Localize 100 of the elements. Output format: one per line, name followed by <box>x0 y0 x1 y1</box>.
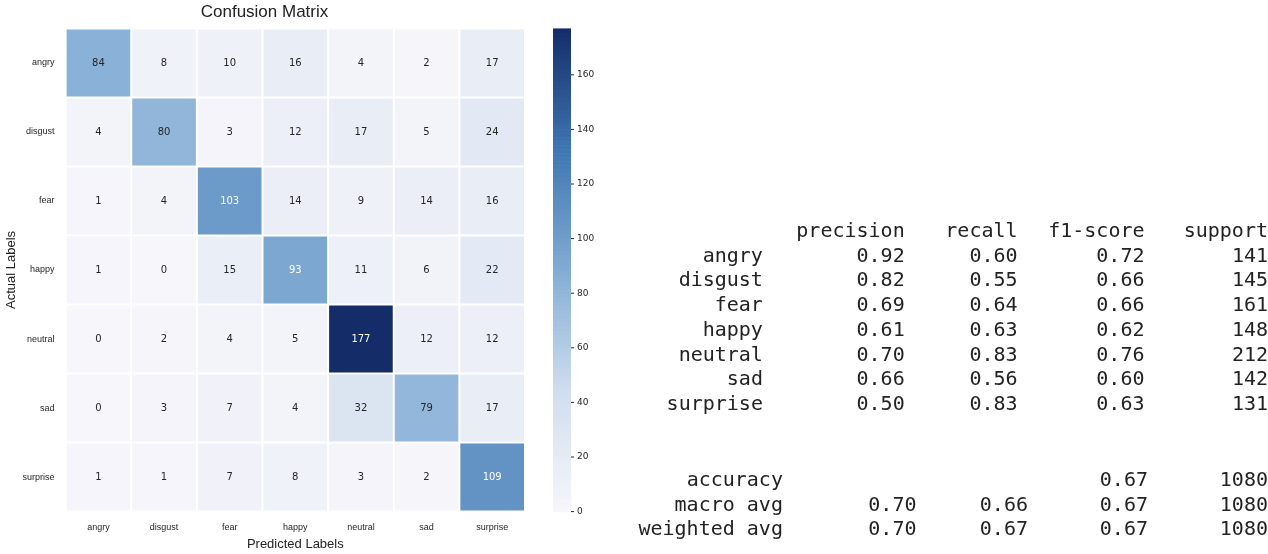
data-label: 12 <box>485 332 499 344</box>
data-label: 4 <box>357 56 365 68</box>
y-tick-label: disgust <box>26 126 56 137</box>
y-tick-label: neutral <box>27 333 55 344</box>
data-label: 80 <box>157 125 171 137</box>
data-label: 11 <box>354 263 368 275</box>
x-axis-title: Predicted Labels <box>246 535 345 551</box>
color-bar-label: 60 <box>577 342 589 353</box>
data-label: 0.67 <box>978 516 1028 542</box>
data-label: 22 <box>485 263 499 275</box>
color-bar-label: 20 <box>577 451 589 462</box>
data-label: 2 <box>160 332 168 344</box>
data-label: 15 <box>223 263 237 275</box>
x-tick-label: happy <box>283 522 309 533</box>
data-label: 1 <box>95 263 102 275</box>
data-label: 0 <box>160 263 168 275</box>
y-tick-label: accuracy <box>685 467 783 492</box>
data-label: 8 <box>160 56 168 68</box>
data-label: 79 <box>420 401 433 413</box>
data-label: 145 <box>1230 267 1268 293</box>
data-label: 0.92 <box>855 242 905 268</box>
data-label: 1080 <box>1218 491 1268 517</box>
data-label: 3 <box>160 401 168 413</box>
data-label: 0.63 <box>968 316 1018 342</box>
data-label: 0.69 <box>855 292 905 317</box>
data-label: 1 <box>160 470 168 482</box>
data-label: 148 <box>1230 316 1268 342</box>
data-label: 103 <box>220 194 240 206</box>
x-tick-label: disgust <box>149 522 179 533</box>
x-tick-label: angry <box>87 522 111 533</box>
x-tick-label: support <box>1182 218 1268 243</box>
data-label: 0.70 <box>867 516 917 542</box>
data-label: 0 <box>95 401 102 413</box>
data-label: 0.64 <box>968 292 1018 317</box>
data-label: 0.66 <box>1095 267 1145 293</box>
data-label: 0.66 <box>855 366 905 391</box>
data-label: 0.61 <box>855 316 905 342</box>
data-label: 7 <box>226 401 233 413</box>
y-tick-label: sad <box>725 366 763 391</box>
data-label: 0.67 <box>1098 467 1148 492</box>
data-label: 0.83 <box>968 341 1018 367</box>
data-label: 4 <box>226 332 233 344</box>
color-bar-label: 120 <box>577 178 595 189</box>
data-label: 142 <box>1230 366 1268 391</box>
y-tick-label: weighted avg <box>637 516 783 542</box>
y-tick-label: angry <box>32 57 56 68</box>
data-label: 3 <box>226 125 233 137</box>
data-label: 1080 <box>1218 467 1268 492</box>
data-label: 0.60 <box>968 242 1018 268</box>
color-bar-label: 40 <box>577 396 589 407</box>
data-label: 17 <box>485 401 499 413</box>
data-label: 16 <box>485 194 499 206</box>
data-label: 0.70 <box>867 491 917 517</box>
y-tick-label: sad <box>40 402 55 413</box>
data-label: 6 <box>423 263 430 275</box>
data-label: 212 <box>1230 341 1268 367</box>
data-label: 7 <box>226 470 233 482</box>
data-label: 17 <box>354 125 368 137</box>
data-label: 161 <box>1230 292 1268 317</box>
data-label: 5 <box>423 125 430 137</box>
data-label: 12 <box>420 332 433 344</box>
data-label: 12 <box>288 125 302 137</box>
data-label: 16 <box>288 56 302 68</box>
data-label: 8 <box>292 470 299 482</box>
data-label: 24 <box>485 125 499 137</box>
data-label: 0 <box>95 332 102 344</box>
data-label: 0.67 <box>1098 516 1148 542</box>
y-tick-label: neutral <box>677 341 763 367</box>
data-label: 109 <box>482 470 502 482</box>
data-label: 0.66 <box>978 491 1028 517</box>
data-label: 93 <box>288 263 302 275</box>
data-label: 0.76 <box>1095 341 1145 367</box>
data-label: 0.56 <box>968 366 1018 391</box>
data-label: 0.82 <box>855 267 905 293</box>
x-tick-label: recall <box>944 218 1018 243</box>
data-label: 0.70 <box>855 341 905 367</box>
data-label: 2 <box>423 56 430 68</box>
data-label: 4 <box>160 194 168 206</box>
data-label: 14 <box>420 194 433 206</box>
y-tick-label: fear <box>39 195 55 206</box>
data-label: 131 <box>1230 390 1268 416</box>
data-label: 1 <box>95 194 102 206</box>
data-label: 141 <box>1230 242 1268 268</box>
data-label: 5 <box>292 332 299 344</box>
y-tick-label: macro avg <box>673 491 783 517</box>
y-tick-label: happy <box>701 316 763 342</box>
data-label: 10 <box>223 56 237 68</box>
color-bar-label: 160 <box>577 69 595 80</box>
data-label: 0.67 <box>1098 491 1148 517</box>
y-tick-label: surprise <box>22 471 55 482</box>
data-label: 0.63 <box>1095 390 1145 416</box>
data-label: 0.60 <box>1095 366 1145 391</box>
y-axis-title: Actual Labels <box>3 230 19 310</box>
data-label: 3 <box>357 470 365 482</box>
y-tick-label: fear <box>713 292 763 317</box>
data-label: 1080 <box>1218 516 1268 542</box>
data-label: 0.50 <box>855 390 905 416</box>
x-tick-label: neutral <box>347 522 375 533</box>
data-label: 17 <box>485 56 499 68</box>
data-label: 0.55 <box>968 267 1018 293</box>
